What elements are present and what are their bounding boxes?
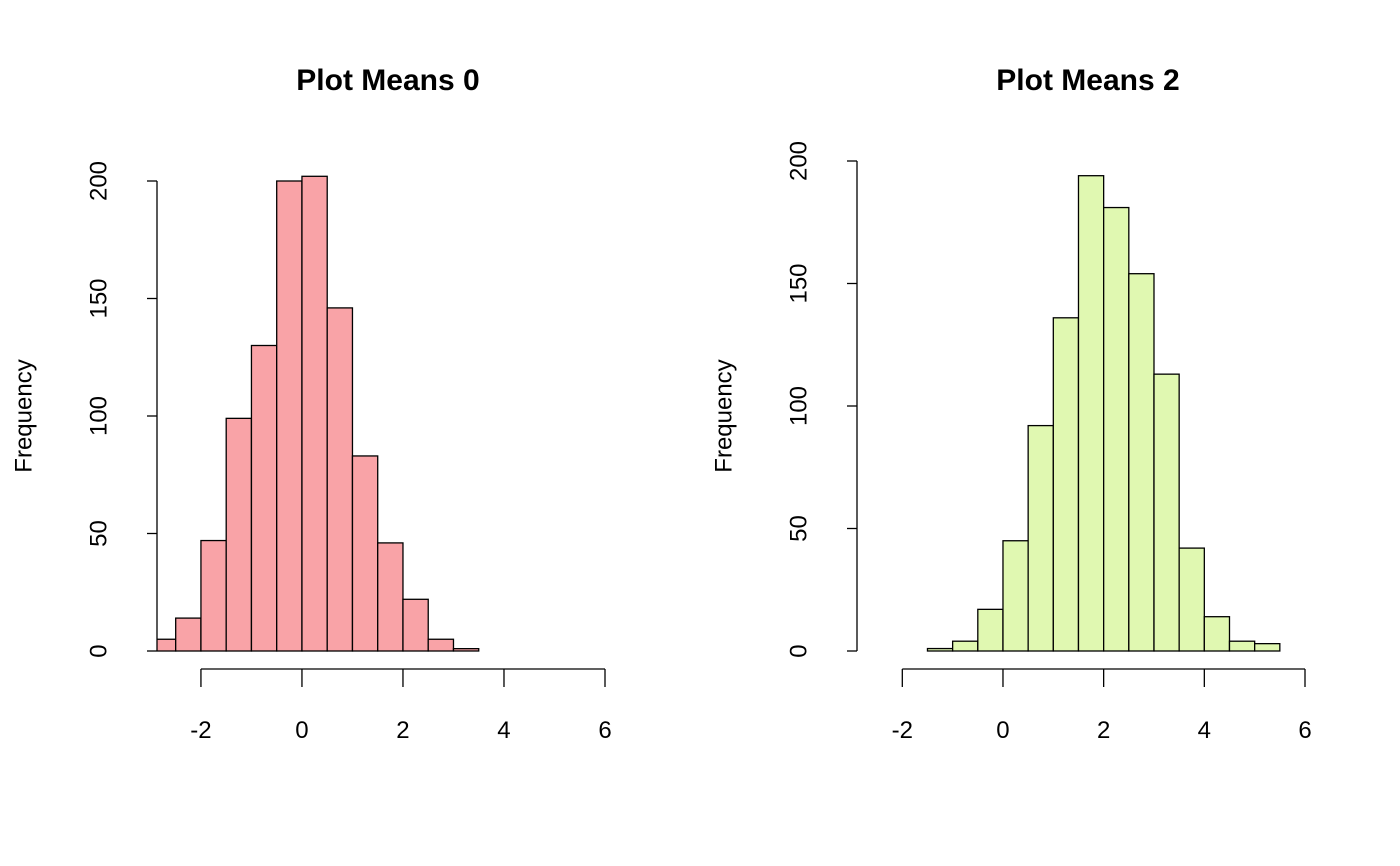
bar (326, 307, 354, 652)
bars (157, 175, 480, 652)
bar (200, 539, 227, 652)
bar (1052, 317, 1080, 652)
x-tick-label: 2 (1097, 717, 1110, 744)
bar (377, 542, 404, 652)
y-tick-label: 200 (785, 141, 812, 181)
bar (452, 648, 480, 652)
x-tick-label: 2 (396, 717, 409, 744)
bars (926, 175, 1281, 652)
bar (951, 640, 979, 652)
y-tick-label: 50 (85, 520, 112, 547)
y-tick-label: 200 (85, 161, 112, 201)
bar (225, 417, 253, 652)
x-tick-label: 4 (1198, 717, 1211, 744)
bar (1002, 540, 1029, 652)
x-tick-label: 4 (497, 717, 510, 744)
x-tick-label: 0 (295, 717, 308, 744)
x-tick-label: 0 (996, 717, 1009, 744)
bar (157, 638, 177, 652)
bar (926, 647, 954, 652)
bar (1254, 643, 1281, 652)
y-tick-label: 0 (85, 644, 112, 657)
chart-title: Plot Means 0 (296, 64, 479, 97)
y-tick-label: 150 (85, 278, 112, 318)
bar (977, 608, 1004, 652)
y-axis-label: Frequency (10, 359, 37, 472)
bar (1027, 424, 1054, 652)
bar (1077, 175, 1105, 652)
bar (175, 617, 202, 652)
bar (1128, 273, 1155, 652)
chart-title: Plot Means 2 (996, 64, 1179, 97)
bar (1203, 616, 1231, 652)
y-tick-label: 100 (85, 396, 112, 436)
bar (276, 180, 303, 652)
x-tick-label: 6 (598, 717, 611, 744)
x-tick-label: -2 (190, 717, 211, 744)
y-tick-label: 0 (785, 644, 812, 657)
bar (1178, 547, 1205, 652)
x-tick-label: 6 (1298, 717, 1311, 744)
bar (301, 175, 328, 652)
bar (250, 344, 278, 652)
y-tick-label: 150 (785, 263, 812, 303)
y-tick-label: 100 (785, 386, 812, 426)
bar (1153, 373, 1180, 652)
x-tick-label: -2 (892, 717, 913, 744)
bar (427, 638, 455, 652)
bar (1228, 640, 1256, 652)
y-tick-label: 50 (785, 515, 812, 542)
y-axis-label: Frequency (710, 359, 737, 472)
bar (1103, 206, 1130, 652)
bar (402, 598, 429, 652)
bar (351, 455, 379, 652)
